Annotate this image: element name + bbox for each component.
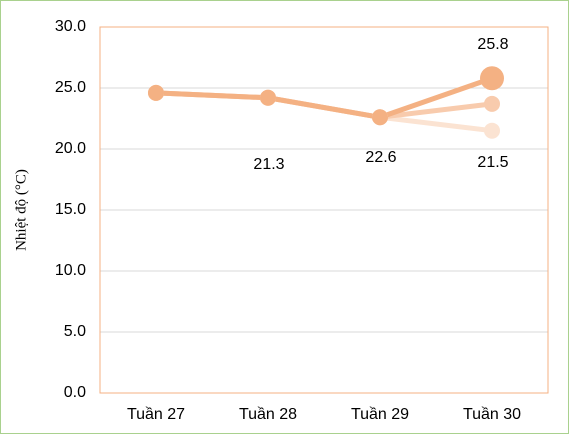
y-tick-label: 10.0 (55, 262, 86, 279)
marker (484, 95, 500, 112)
y-tick-label: 20.0 (55, 140, 86, 157)
y-tick-label: 25.0 (55, 79, 86, 96)
y-tick-label: 15.0 (55, 201, 86, 218)
x-tick-label: Tuần 29 (351, 406, 409, 423)
marker (148, 84, 164, 101)
marker (484, 122, 500, 139)
y-tick-label: 5.0 (64, 323, 86, 340)
x-tick-label: Tuần 27 (127, 406, 185, 423)
x-tick-label: Tuần 30 (463, 406, 521, 423)
line (155, 75, 493, 120)
y-tick-label: 0.0 (64, 384, 86, 401)
data-label: 21.3 (253, 156, 284, 173)
y-axis-label: Nhiệt độ (°C) (13, 169, 29, 251)
data-label: 21.5 (477, 154, 508, 171)
data-label: 22.6 (365, 149, 396, 166)
y-tick-label: 30.0 (55, 18, 86, 35)
marker (372, 109, 388, 126)
plot-border (99, 26, 549, 394)
marker (260, 89, 276, 106)
marker (480, 66, 504, 91)
data-label: 25.8 (477, 36, 508, 53)
x-tick-label: Tuần 28 (239, 406, 297, 423)
